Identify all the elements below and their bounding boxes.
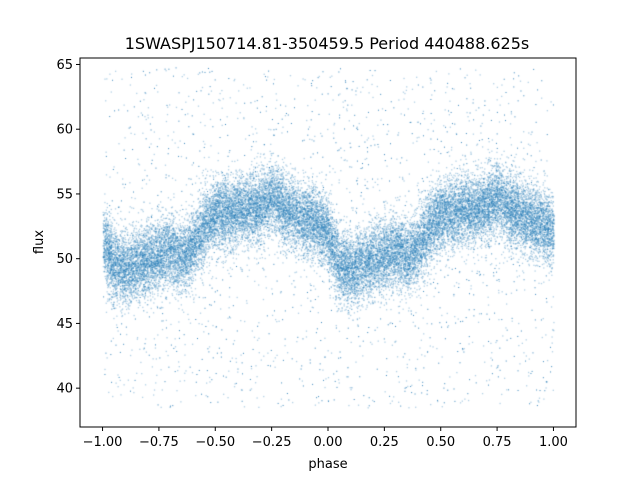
y-axis-label: flux	[32, 230, 47, 254]
y-tick-label: 50	[56, 252, 73, 267]
y-tick-label: 60	[56, 123, 73, 138]
chart-title: 1SWASPJ150714.81-350459.5 Period 440488.…	[125, 34, 530, 53]
y-axis: 40 45 50 55 60 65	[56, 58, 80, 397]
x-tick-label: −0.25	[252, 435, 292, 450]
y-tick-label: 40	[56, 382, 73, 397]
x-tick-label: 1.00	[539, 435, 568, 450]
x-tick-label: 0.75	[483, 435, 512, 450]
x-tick-label: 0.00	[314, 435, 343, 450]
y-tick-label: 45	[56, 317, 73, 332]
y-tick-label: 65	[56, 58, 73, 73]
scatter-points	[80, 58, 576, 427]
x-tick-label: 0.50	[426, 435, 455, 450]
x-tick-label: −0.75	[139, 435, 179, 450]
x-axis: −1.00 −0.75 −0.50 −0.25 0.00 0.25 0.50 0.75 1.00	[83, 427, 568, 450]
y-tick-label: 55	[56, 187, 73, 202]
x-axis-label: phase	[308, 457, 347, 472]
x-tick-label: −1.00	[83, 435, 123, 450]
x-tick-label: 0.25	[370, 435, 399, 450]
x-tick-label: −0.50	[195, 435, 235, 450]
scatter-point-cloud	[80, 58, 576, 427]
